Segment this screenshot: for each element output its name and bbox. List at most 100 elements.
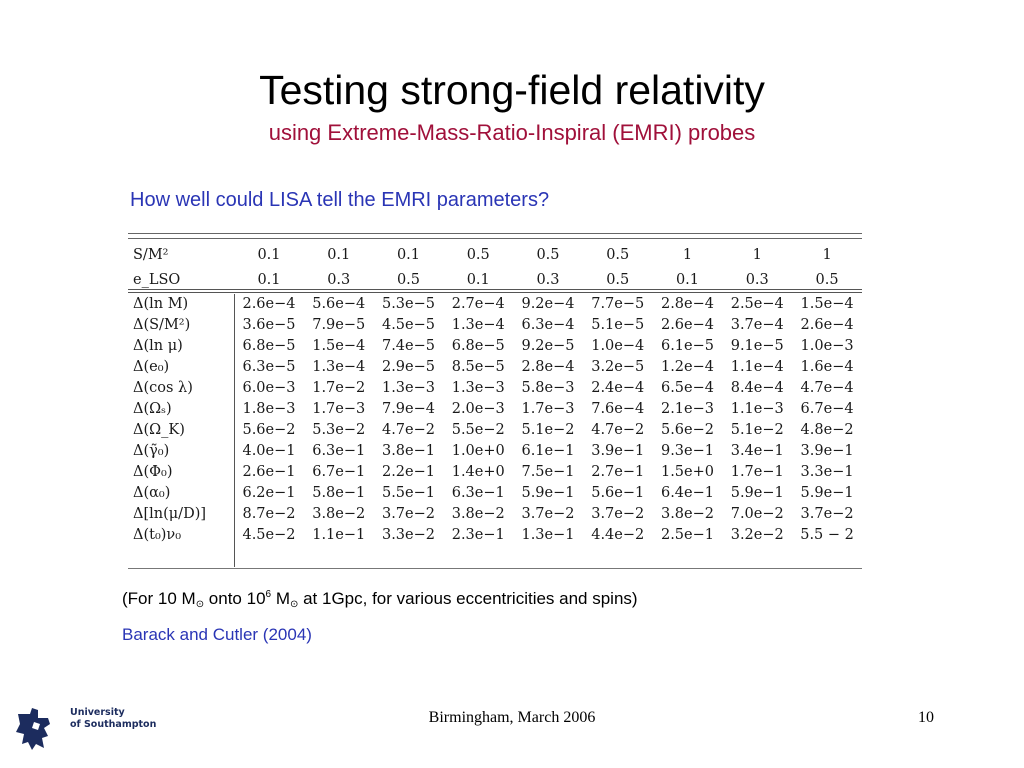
table-cell: 9.3e−1 [660,443,714,459]
table-cell: 5.8e−1 [312,485,366,501]
table-cell: 1.5e−4 [312,338,366,354]
table-cell: 4.7e−2 [591,422,645,438]
table-cell: 4.7e−2 [381,422,435,438]
table-cell: 1.0e−3 [800,338,854,354]
table-cell: 0.1 [466,271,490,288]
table-cell: 8.5e−5 [451,359,505,375]
table-cell: 1.8e−3 [242,401,296,417]
table-header: S/M² 0.1 0.1 0.1 0.5 0.5 0.5 1 1 1 e_LSO 0.1 0.3 0.5 0… [128,241,862,290]
table-cell: 0.5 [466,247,490,263]
table-cell: 1.4e+0 [451,464,505,480]
table-cell: 1 [822,247,832,263]
table-cell: 2.2e−1 [381,464,435,480]
table-row: Δ[ln(μ/D)] 8.7e−2 3.8e−2 3.7e−2 3.8e−2 3.7e−2… [128,504,862,525]
table-cell: 4.4e−2 [591,527,645,543]
table-cell: 1.7e−1 [730,464,784,480]
table-row: Δ(ln μ) 6.8e−5 1.5e−4 7.4e−5 6.8e−5 9.2e−5 1.0… [128,336,862,357]
table-cell: 0.5 [396,271,421,288]
table-cell: 1 [682,247,693,263]
table-cell: 3.8e−2 [451,506,505,522]
table-cell: 1.1e−1 [312,527,366,543]
table-cell: 0.5 [606,271,630,288]
table-cell: 6.4e−1 [660,485,714,501]
table-row: Δ(Φ₀) 2.6e−1 6.7e−1 2.2e−1 1.4e+0 7.5e−1 2.7e−… [128,462,862,483]
table-row: Δ(S/M²) 3.6e−5 7.9e−5 4.5e−5 1.3e−4 6.3e−4 5.1… [128,315,862,336]
logo-line-2: of Southampton [70,719,157,730]
row-label: Δ(cos λ) [133,380,193,396]
table-cell: 5.9e−1 [800,485,854,501]
table-cell: 0.1 [396,247,421,263]
table-row: Δ(e₀) 6.3e−5 1.3e−4 2.9e−5 8.5e−5 2.8e−4 3.2e−… [128,357,862,378]
row-label: Δ(α₀) [133,485,171,501]
question-text: How well could LISA tell the EMRI parame… [130,189,550,211]
table-bottom-rule [128,568,862,569]
row-label: Δ(ln M) [133,296,189,312]
table-cell: 0.1 [257,271,281,288]
table-cell: 6.3e−4 [521,317,575,333]
table-cell: 1.6e−4 [800,359,854,375]
table-cell: 1.7e−3 [521,401,575,417]
table-header-rule [128,289,862,290]
row-label: e_LSO [133,271,181,288]
table-cell: 7.4e−5 [381,338,435,354]
table-cell: 5.6e−1 [591,485,645,501]
table-cell: 1.5e+0 [660,464,714,480]
table-cell: 2.6e−1 [242,464,296,480]
table-cell: 5.9e−1 [521,485,575,501]
table-cell: 3.7e−2 [800,506,854,522]
table-cell: 0.3 [536,271,560,288]
row-label: Δ(Ωₛ) [133,401,172,417]
table-row: Δ(Ωₛ) 1.8e−3 1.7e−3 7.9e−4 2.0e−3 1.7e−3 7.6e−… [128,399,862,420]
table-cell: 3.7e−2 [521,506,575,522]
sun-symbol: ⊙ [289,599,299,610]
table-cell: 5.1e−2 [521,422,575,438]
table-cell: 7.0e−2 [730,506,784,522]
table-cell: 9.1e−5 [730,338,784,354]
table-cell: 5.1e−5 [591,317,645,333]
table-cell: 8.7e−2 [242,506,296,522]
table-cell: 1.3e−1 [521,527,575,543]
table-cell: 5.6e−2 [242,422,296,438]
table-row: Δ(ln M) 2.6e−4 5.6e−4 5.3e−5 2.7e−4 9.2e−4 7.7… [128,294,862,315]
table-cell: 5.3e−5 [381,296,435,312]
table-cell: 3.7e−2 [381,506,435,522]
table-cell: 1.3e−3 [381,380,435,396]
table-cell: 0.1 [327,247,351,263]
table-cell: 1 [752,247,762,263]
table-cell: 0.1 [257,247,281,263]
table-cell: 1.1e−3 [730,401,784,417]
table-cell: 0.3 [745,271,769,288]
table-cell: 6.3e−1 [451,485,505,501]
table-top-rule [128,233,862,234]
table-cell: 1.2e−4 [660,359,714,375]
table-cell: 4.5e−2 [242,527,296,543]
table-cell: 0.5 [536,247,560,263]
page-number: 10 [918,709,934,726]
row-label: Δ(Ω_K) [133,422,185,438]
table-cell: 6.3e−5 [242,359,296,375]
citation: Barack and Cutler (2004) [122,625,312,644]
slide-subtitle: using Extreme-Mass-Ratio-Inspiral (EMRI)… [268,120,756,145]
table-cell: 2.6e−4 [660,317,714,333]
table-cell: 4.7e−4 [800,380,854,396]
table-header-rule-2 [128,292,862,293]
table-cell: 1.7e−2 [312,380,366,396]
table-cell: 5.8e−3 [521,380,575,396]
table-cell: 3.3e−2 [381,527,435,543]
table-cell: 5.5e−1 [381,485,435,501]
row-label: Δ[ln(μ/D)] [133,506,207,522]
table-cell: 3.6e−5 [242,317,296,333]
table-top-rule-2 [128,238,862,239]
table-cell: 4.0e−1 [242,443,296,459]
table-cell: 7.5e−1 [521,464,575,480]
table-cell: 7.6e−4 [591,401,645,417]
table-cell: 7.9e−5 [312,317,366,333]
table-cell: 0.5 [606,247,630,263]
table-cell: 6.7e−4 [800,401,854,417]
parameter-table: S/M² 0.1 0.1 0.1 0.5 0.5 0.5 1 1 1 e_LSO 0.1 0.3 0.5 0… [128,233,862,573]
table-cell: 2.5e−1 [660,527,714,543]
table-cell: 2.6e−4 [800,317,854,333]
mass-note: (For 10 M⊙ onto 106 M⊙ at 1Gpc, for vari… [122,589,638,610]
table-cell: 1.1e−4 [730,359,784,375]
table-cell: 6.1e−1 [521,443,575,459]
